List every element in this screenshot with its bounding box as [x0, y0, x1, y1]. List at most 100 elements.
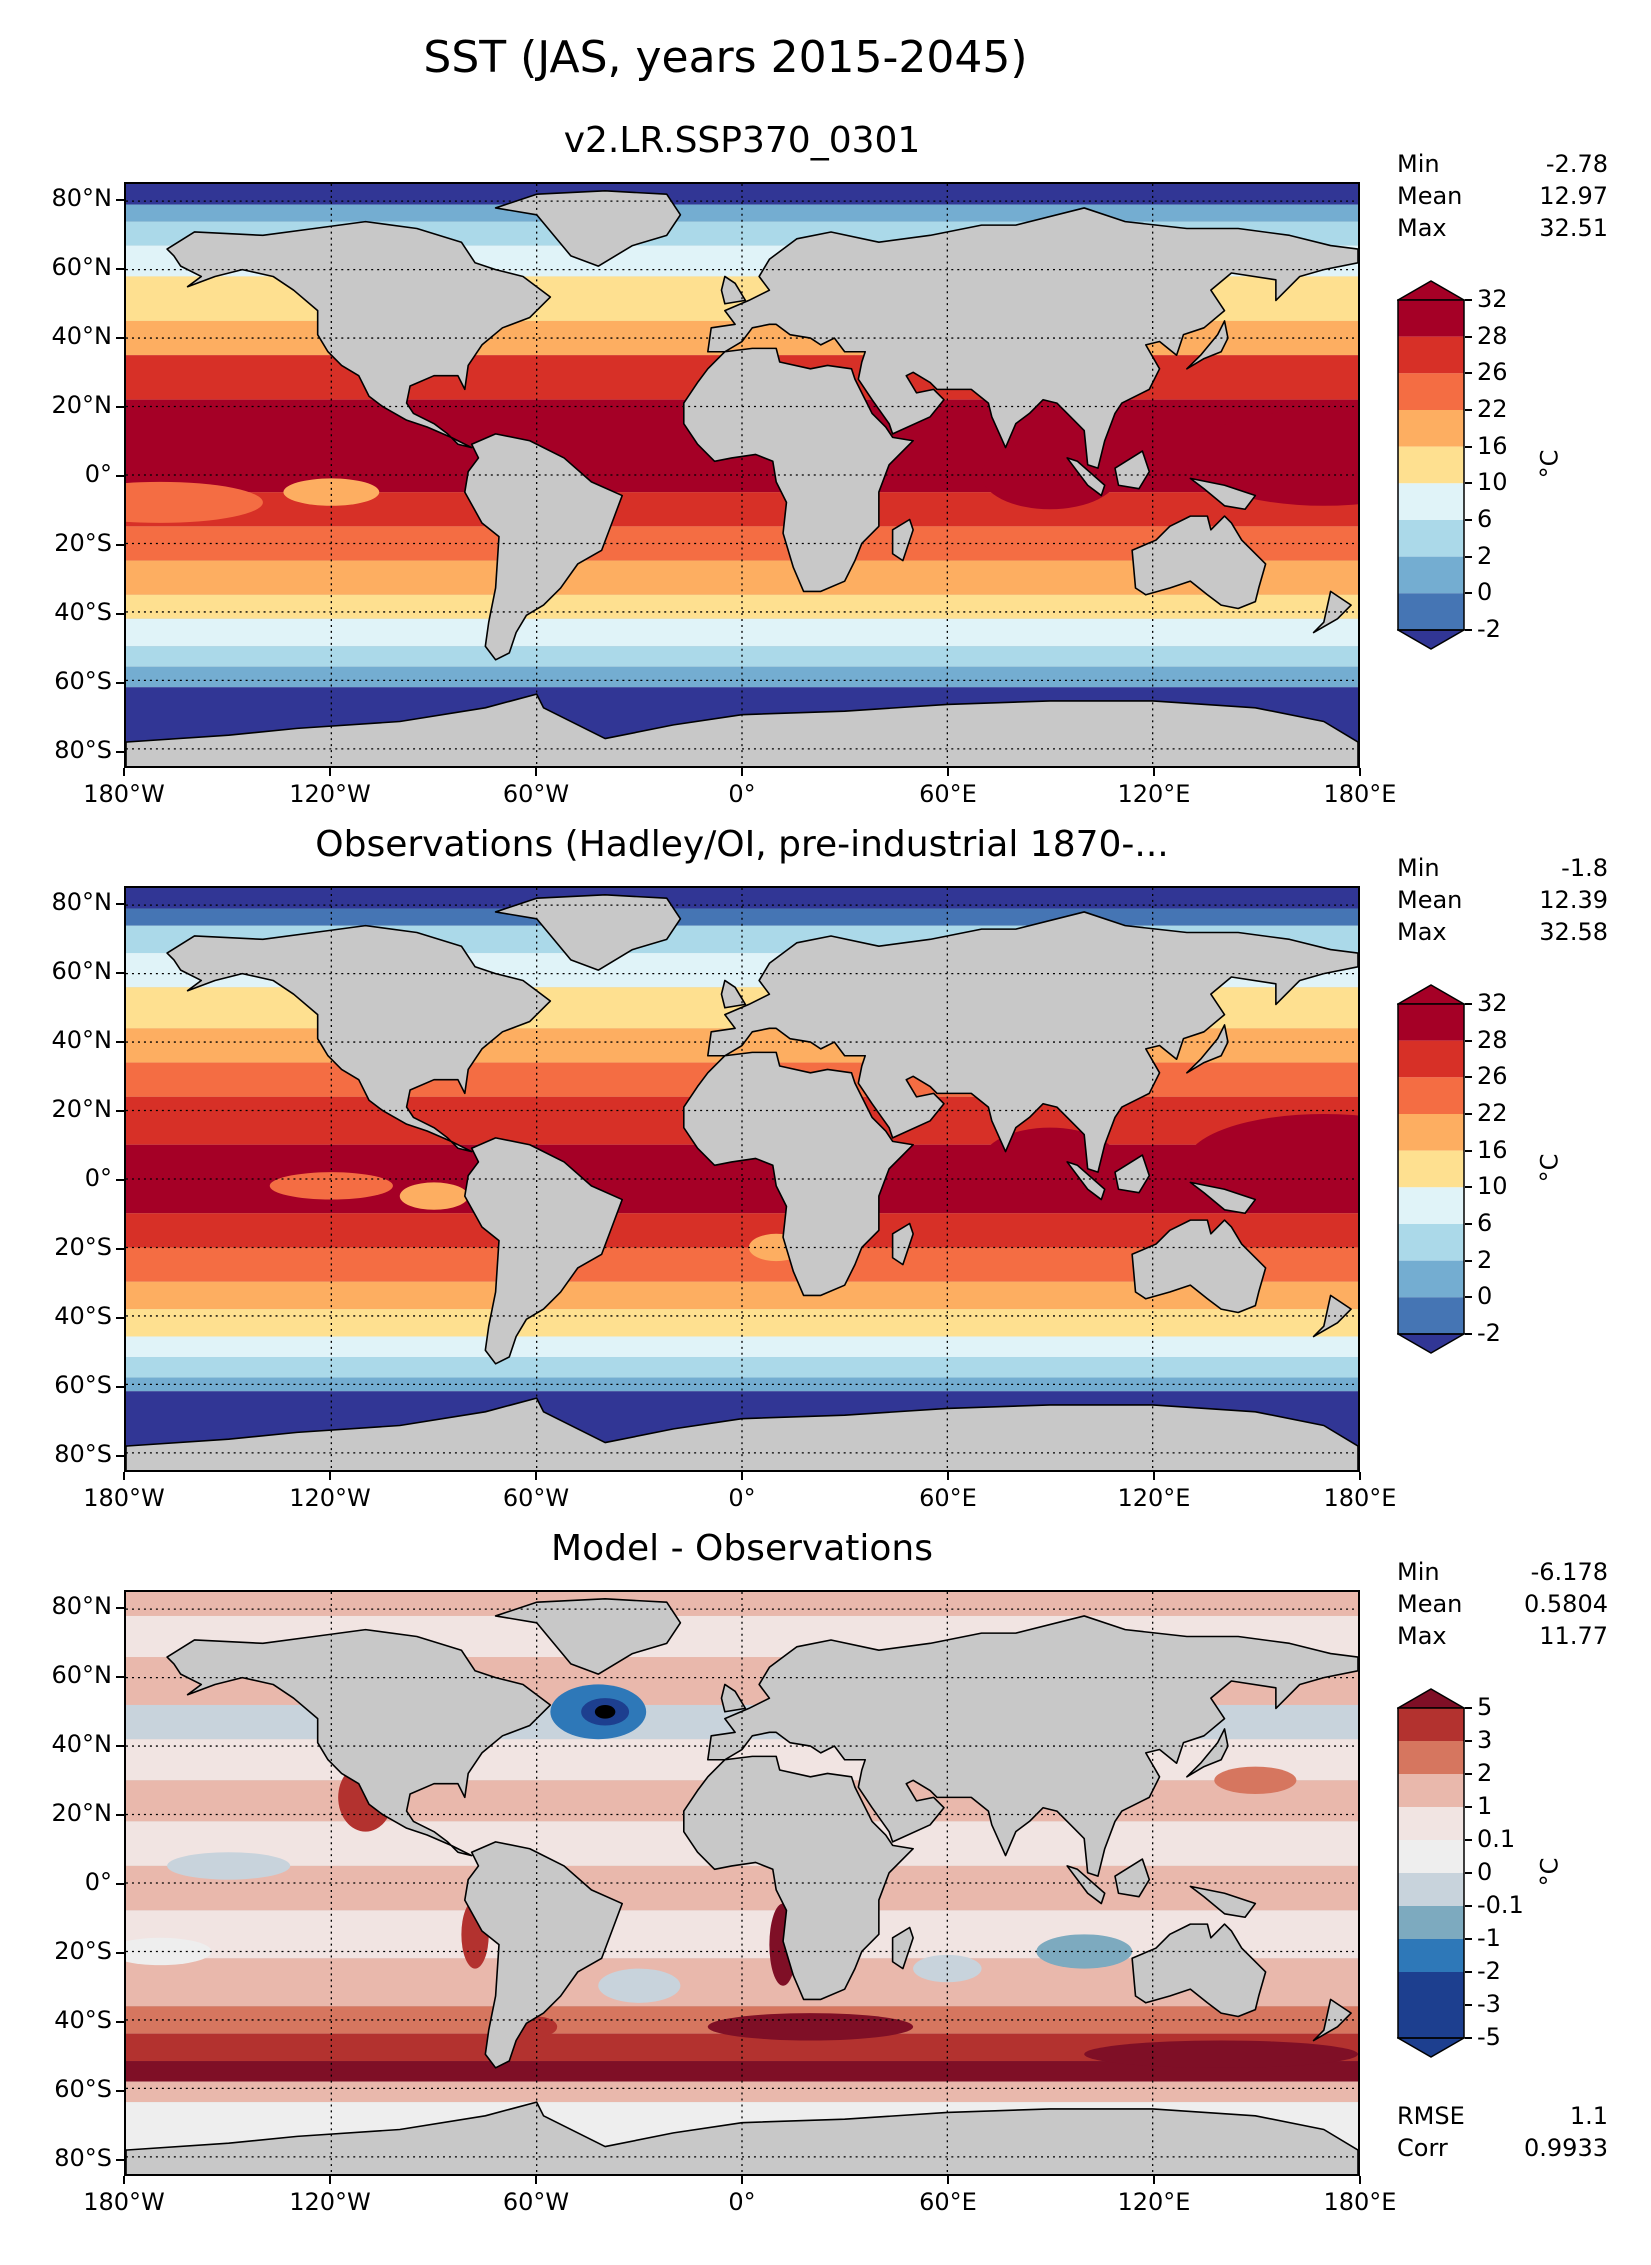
lon-tick-label: 180°E [1323, 1484, 1397, 1512]
lat-tick-label: 40°N [51, 1730, 113, 1759]
stat-label: Min [1397, 1558, 1440, 1586]
colorbar-cell [1398, 483, 1464, 520]
lon-tick [535, 1472, 537, 1480]
map-panel [124, 886, 1360, 1472]
lon-tick-label: 120°E [1117, 2188, 1191, 2216]
colorbar-tick [1465, 1259, 1472, 1262]
lon-tick-label: 60°W [502, 780, 570, 808]
colorbar-tick-label: 16 [1477, 1135, 1508, 1164]
colorbar-frame [1397, 299, 1465, 631]
lat-tick-label: 40°N [51, 1026, 113, 1055]
lat-tick [116, 2020, 124, 2023]
colorbar-tick-label: 22 [1477, 1099, 1508, 1127]
colorbar-tick-label: 2 [1477, 1245, 1493, 1274]
field-patch [1214, 1766, 1297, 1794]
land-new-guinea [1189, 477, 1257, 511]
land-antarctica [126, 1397, 1358, 1470]
lat-tick [116, 972, 124, 975]
land-japan [1186, 1728, 1229, 1778]
colorbar-tick-label: -5 [1477, 2023, 1501, 2051]
colorbar-cell [1398, 1906, 1464, 1939]
colorbar-tick [1465, 1806, 1472, 1808]
lat-tick-label: 20°N [51, 391, 113, 420]
stat-row: Max 32.58 [1397, 916, 1608, 948]
lat-tick [116, 750, 124, 753]
field-patch [283, 478, 380, 506]
land-eurasia [707, 1615, 1358, 1877]
lon-tick [123, 768, 125, 776]
land-madagascar [891, 518, 914, 562]
lat-tick-label: 20°S [54, 1936, 112, 1965]
colorbar-tick [1465, 1076, 1472, 1079]
lon-tick [741, 1472, 743, 1480]
colorbar-tick [1465, 1113, 1472, 1115]
colorbar-tick [1465, 445, 1472, 448]
lat-tick-label: 80°N [51, 184, 113, 213]
field-patch [1084, 2040, 1358, 2068]
lat-tick-label: 80°S [54, 2143, 112, 2172]
colorbar-tick [1465, 335, 1472, 338]
stat-value: 1.1 [1569, 2102, 1608, 2130]
lat-tick [116, 681, 124, 684]
lat-tick [116, 1745, 124, 1748]
colorbar-tick [1465, 299, 1472, 301]
field-patch [1186, 1113, 1358, 1210]
ocean-band [126, 184, 1358, 205]
stat-label: Max [1397, 214, 1447, 242]
stat-row: Mean 0.5804 [1397, 1588, 1608, 1620]
lon-tick-label: 120°W [289, 1484, 371, 1512]
lat-tick [116, 406, 124, 409]
stats-block: Min -6.178 Mean 0.5804 Max 11.77 [1397, 1556, 1608, 1652]
field-patch [594, 1704, 616, 1719]
colorbar-tick-label: 10 [1477, 1172, 1508, 1201]
colorbar-tick [1465, 1296, 1472, 1299]
map-panel [124, 182, 1360, 768]
stat-row: Max 32.51 [1397, 212, 1608, 244]
land-eurasia [707, 207, 1358, 469]
land-africa [682, 1755, 914, 2001]
lon-tick-label: 60°E [919, 780, 977, 808]
lat-tick [116, 1385, 124, 1388]
lon-tick [1153, 768, 1155, 776]
stat-row: Mean 12.39 [1397, 884, 1608, 916]
land-new-zealand [1312, 1998, 1352, 2042]
stat-value: 12.97 [1539, 182, 1608, 210]
land-greenland [494, 1598, 682, 1675]
colorbar-tick-label: 5 [1477, 1693, 1493, 1721]
lon-tick [741, 768, 743, 776]
colorbar-tick [1465, 372, 1472, 375]
colorbar [1395, 984, 1467, 1354]
colorbar-tick [1465, 629, 1472, 631]
lon-tick-label: 180°E [1323, 2188, 1397, 2216]
lon-tick-label: 60°W [502, 1484, 570, 1512]
lat-tick [116, 903, 124, 906]
lat-tick-label: 20°N [51, 1799, 113, 1828]
colorbar-tick-label: 2 [1477, 1759, 1493, 1787]
land-sumatra [1066, 457, 1106, 497]
lat-tick-label: 20°N [51, 1095, 113, 1124]
land-australia [1131, 515, 1267, 610]
colorbar-unit-label: °C [1535, 449, 1564, 479]
colorbar-cell [1398, 1939, 1464, 1972]
land-north-america [166, 924, 552, 1153]
lat-tick [116, 1607, 124, 1610]
ocean-band [126, 1213, 1358, 1248]
ocean-band [126, 1336, 1358, 1358]
stat-value: 32.58 [1539, 918, 1608, 946]
lat-tick [116, 1454, 124, 1457]
colorbar-cell [1398, 300, 1464, 337]
lon-tick [123, 2176, 125, 2184]
ocean-band [126, 2061, 1358, 2082]
colorbar-extend-bottom [1395, 2037, 1467, 2058]
lat-tick-label: 60°S [54, 1370, 112, 1399]
stat-label: Min [1397, 150, 1440, 178]
colorbar-cell [1398, 1708, 1464, 1741]
colorbar-tick [1465, 1905, 1472, 1907]
stat-row: Corr 0.9933 [1397, 2132, 1608, 2164]
land-south-america [464, 1137, 623, 1365]
land-sumatra [1066, 1865, 1106, 1905]
lat-tick-label: 60°S [54, 666, 112, 695]
lon-tick-label: 60°E [919, 1484, 977, 1512]
colorbar-tick-label: 28 [1477, 1025, 1508, 1054]
stat-label: Min [1397, 854, 1440, 882]
